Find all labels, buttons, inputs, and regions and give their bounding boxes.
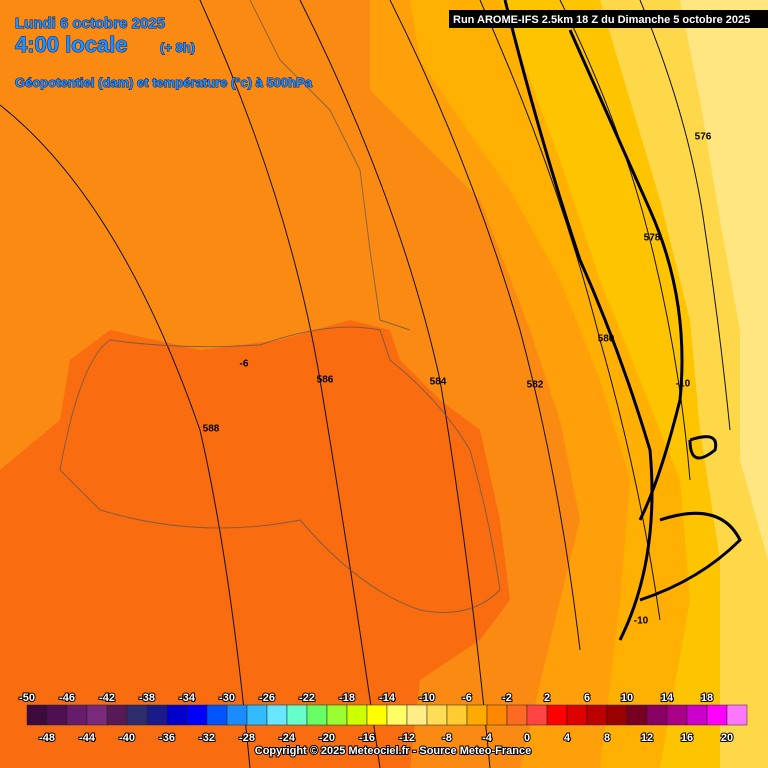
- contour-label: 578: [644, 233, 661, 244]
- colorbar-swatch: [306, 704, 328, 726]
- colorbar-swatch: [546, 704, 568, 726]
- colorbar-label: -14: [379, 692, 396, 704]
- colorbar-label: -12: [399, 732, 415, 744]
- colorbar-swatch: [286, 704, 308, 726]
- colorbar-swatch: [726, 704, 748, 726]
- colorbar-label: -50: [19, 692, 35, 704]
- colorbar-label: -4: [482, 732, 493, 744]
- colorbar-swatch: [246, 704, 268, 726]
- colorbar-swatch: [46, 704, 68, 726]
- contour-label: 576: [695, 132, 712, 143]
- contour-label: 584: [430, 377, 447, 388]
- colorbar-swatch: [666, 704, 688, 726]
- colorbar-swatch: [186, 704, 208, 726]
- colorbar-label: 12: [641, 732, 653, 744]
- isotherm-lines: [503, 0, 742, 641]
- forecast-date: Lundi 6 octobre 2025: [15, 15, 165, 32]
- colorbar-swatch: [466, 704, 488, 726]
- colorbar-label: -2: [502, 692, 512, 704]
- colorbar-label: -18: [339, 692, 355, 704]
- colorbar-swatch: [626, 704, 648, 726]
- colorbar-label: 20: [721, 732, 733, 744]
- colorbar-label: -32: [199, 732, 215, 744]
- colorbar-label: -38: [139, 692, 155, 704]
- colorbar-label: -44: [79, 732, 96, 744]
- colorbar-label: -42: [99, 692, 115, 704]
- colorbar-swatch: [366, 704, 388, 726]
- colorbar-label: 8: [604, 732, 610, 744]
- temperature-zone: [0, 320, 510, 768]
- colorbar-label: -34: [179, 692, 196, 704]
- colorbar-label: 2: [544, 692, 550, 704]
- colorbar-swatch: [526, 704, 548, 726]
- map-subtitle: Géopotentiel (dam) et température (°c) à…: [15, 75, 313, 90]
- colorbar-swatch: [386, 704, 408, 726]
- contour-label: -10: [634, 616, 649, 627]
- colorbar-swatch: [26, 704, 48, 726]
- colorbar-swatch: [706, 704, 728, 726]
- colorbar-label: -36: [159, 732, 175, 744]
- contour-lines: [0, 0, 731, 768]
- colorbar-label: -20: [319, 732, 335, 744]
- colorbar-swatch: [566, 704, 588, 726]
- run-info-box: [449, 10, 768, 28]
- colorbar-swatch: [586, 704, 608, 726]
- colorbar-label: -40: [119, 732, 135, 744]
- colorbar: -50-48-46-44-42-40-38-36-34-32-30-28-26-…: [18, 691, 748, 745]
- colorbar-label: -16: [359, 732, 375, 744]
- colorbar-label: 0: [524, 732, 530, 744]
- colorbar-swatch: [646, 704, 668, 726]
- colorbar-swatch: [146, 704, 168, 726]
- colorbar-label: -28: [239, 732, 255, 744]
- colorbar-label: 4: [564, 732, 571, 744]
- colorbar-swatch: [226, 704, 248, 726]
- colorbar-swatch: [446, 704, 468, 726]
- colorbar-swatch: [66, 704, 88, 726]
- colorbar-swatch: [266, 704, 288, 726]
- forecast-offset: (+ 8h): [160, 40, 195, 55]
- colorbar-swatch: [166, 704, 188, 726]
- colorbar-label: -24: [279, 732, 296, 744]
- colorbar-label: 10: [621, 692, 633, 704]
- colorbar-label: -22: [299, 692, 315, 704]
- colorbar-swatch: [86, 704, 108, 726]
- contour-label: 588: [203, 424, 220, 435]
- colorbar-label: -8: [442, 732, 452, 744]
- colorbar-swatch: [426, 704, 448, 726]
- colorbar-swatch: [346, 704, 368, 726]
- colorbar-swatch: [126, 704, 148, 726]
- colorbar-swatch: [326, 704, 348, 726]
- colorbar-label: 6: [584, 692, 590, 704]
- colorbar-label: -46: [59, 692, 75, 704]
- colorbar-swatch: [486, 704, 508, 726]
- contour-label: -10: [676, 379, 691, 390]
- colorbar-swatch: [106, 704, 128, 726]
- borders: [59, 0, 501, 613]
- colorbar-swatch: [686, 704, 708, 726]
- colorbar-label: -6: [462, 692, 472, 704]
- colorbar-label: 14: [661, 692, 674, 704]
- colorbar-swatch: [506, 704, 528, 726]
- contour-label: 580: [598, 334, 615, 345]
- colorbar-label: -26: [259, 692, 275, 704]
- contour-label: 582: [527, 380, 544, 391]
- colorbar-label: -10: [419, 692, 435, 704]
- colorbar-swatch: [206, 704, 228, 726]
- temperature-zone: [680, 0, 768, 560]
- colorbar-label: -30: [219, 692, 235, 704]
- copyright: Copyright © 2025 Meteociel.fr - Source M…: [255, 745, 531, 757]
- contour-label-group: 576 578 580 582 584 586 588 -6 -10 -10: [203, 132, 712, 627]
- colorbar-swatch: [606, 704, 628, 726]
- contour-label: 586: [317, 375, 334, 386]
- colorbar-swatch: [406, 704, 428, 726]
- colorbar-label: -48: [39, 732, 55, 744]
- colorbar-label: 16: [681, 732, 693, 744]
- run-info: Run AROME-IFS 2.5km 18 Z du Dimanche 5 o…: [453, 14, 750, 26]
- forecast-time: 4:00 locale: [15, 32, 128, 57]
- contour-label: -6: [240, 359, 249, 370]
- colorbar-label: 18: [701, 692, 713, 704]
